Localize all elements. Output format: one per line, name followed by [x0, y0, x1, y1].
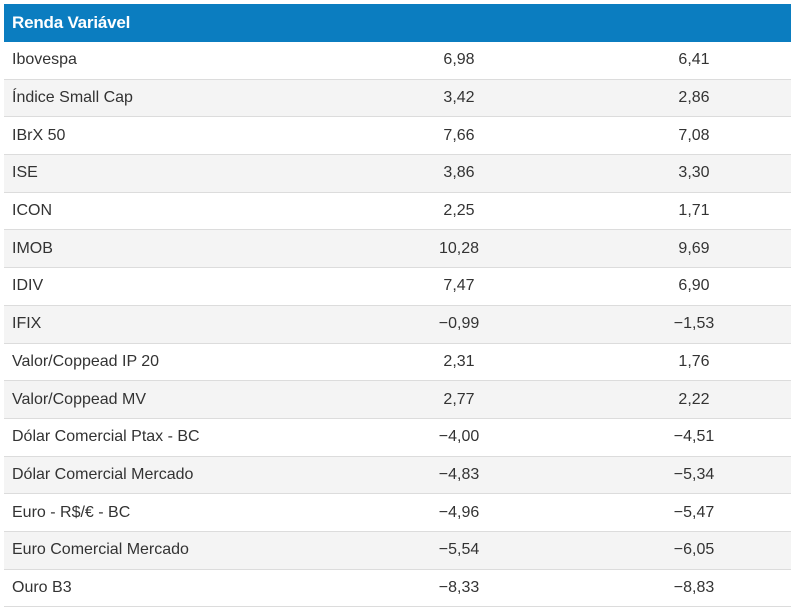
row-value-col2: 2,22 [678, 390, 710, 408]
row-label: ICON [12, 202, 52, 220]
table-header: Renda Variável [4, 4, 791, 42]
row-value-col1: −4,83 [438, 465, 480, 483]
table-row: IBrX 50 7,66 7,08 [4, 117, 791, 156]
row-value-col2: −5,34 [673, 465, 715, 483]
table-row: Euro - R$/€ - BC −4,96 −5,47 [4, 494, 791, 532]
row-value-col1: 2,77 [443, 390, 475, 408]
renda-variavel-table: Renda Variável Ibovespa 6,98 6,41 Índice Sm… [4, 4, 791, 608]
row-value-col2: −6,05 [673, 541, 715, 559]
row-label: Euro Comercial Mercado [12, 541, 189, 559]
row-value-col2: −4,51 [673, 428, 715, 446]
row-value-col1: −4,00 [438, 428, 480, 446]
table-body: Ibovespa 6,98 6,41 Índice Small Cap 3,42 2,86… [4, 42, 791, 608]
row-label: ISE [12, 164, 38, 182]
table-row: IMOB 10,28 9,69 [4, 230, 791, 269]
table-row: ICON 2,25 1,71 [4, 192, 791, 231]
row-label: Euro - R$/€ - BC [12, 503, 131, 521]
table-row: Ouro B3 −8,33 −8,83 [4, 569, 791, 608]
row-value-col1: −8,33 [438, 578, 480, 596]
row-value-col2: 2,86 [678, 89, 710, 107]
row-label: IMOB [12, 239, 53, 257]
table-row: Dólar Comercial Mercado −4,83 −5,34 [4, 456, 791, 495]
row-value-col2: −1,53 [673, 315, 715, 333]
row-label: Ouro B3 [12, 578, 72, 596]
table-row: Dólar Comercial Ptax - BC −4,00 −4,51 [4, 418, 791, 457]
row-value-col2: 1,76 [678, 352, 710, 370]
row-value-col1: 3,42 [443, 89, 475, 107]
row-value-col1: 2,25 [443, 202, 475, 220]
row-value-col1: 7,47 [443, 277, 475, 295]
row-label: IBrX 50 [12, 126, 66, 144]
row-value-col1: 7,66 [443, 126, 475, 144]
table-row: ISE 3,86 3,30 [4, 155, 791, 193]
row-label: IFIX [12, 315, 42, 333]
row-label: Dólar Comercial Mercado [12, 465, 194, 483]
table-row: IFIX −0,99 −1,53 [4, 305, 791, 344]
row-value-col2: −8,83 [673, 578, 715, 596]
row-value-col1: 6,98 [443, 51, 475, 69]
row-value-col1: −5,54 [438, 541, 480, 559]
table-row: Índice Small Cap 3,42 2,86 [4, 79, 791, 118]
row-value-col1: −4,96 [438, 503, 480, 521]
row-label: Valor/Coppead MV [12, 390, 146, 408]
table-row: Euro Comercial Mercado −5,54 −6,05 [4, 531, 791, 570]
table-row: Ibovespa 6,98 6,41 [4, 42, 791, 80]
table-row: Valor/Coppead MV 2,77 2,22 [4, 381, 791, 419]
row-value-col1: 10,28 [438, 239, 480, 257]
table-row: IDIV 7,47 6,90 [4, 268, 791, 306]
row-label: IDIV [12, 277, 44, 295]
row-value-col2: 3,30 [678, 164, 710, 182]
row-value-col2: 9,69 [678, 239, 710, 257]
row-value-col1: −0,99 [438, 315, 480, 333]
row-value-col1: 3,86 [443, 164, 475, 182]
row-label: Dólar Comercial Ptax - BC [12, 428, 200, 446]
row-value-col2: 7,08 [678, 126, 710, 144]
row-value-col2: 6,41 [678, 51, 710, 69]
row-label: Valor/Coppead IP 20 [12, 352, 160, 370]
row-value-col2: −5,47 [673, 503, 715, 521]
row-value-col1: 2,31 [443, 352, 475, 370]
row-label: Ibovespa [12, 51, 77, 69]
row-label: Índice Small Cap [12, 89, 133, 107]
row-value-col2: 1,71 [678, 202, 710, 220]
table-row: Valor/Coppead IP 20 2,31 1,76 [4, 343, 791, 382]
row-value-col2: 6,90 [678, 277, 710, 295]
